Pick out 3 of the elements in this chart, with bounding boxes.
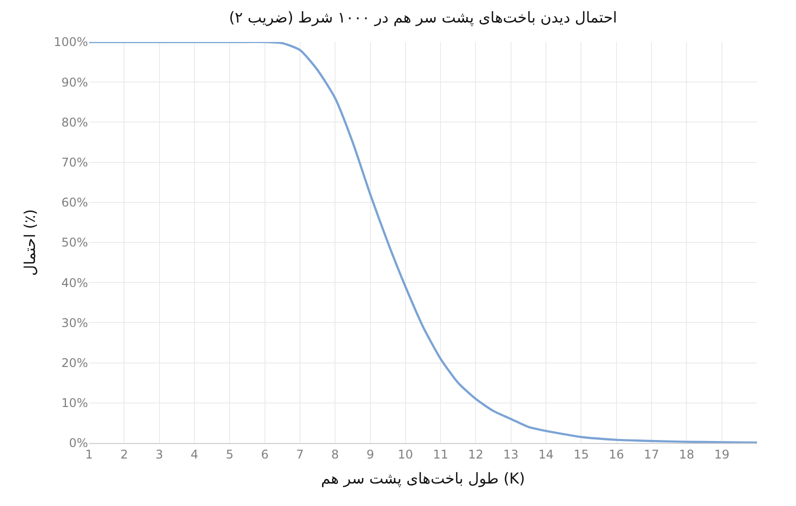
x-tick-label: 18 — [679, 448, 694, 462]
x-tick-label: 17 — [644, 448, 660, 462]
x-tick-label: 19 — [714, 448, 730, 462]
